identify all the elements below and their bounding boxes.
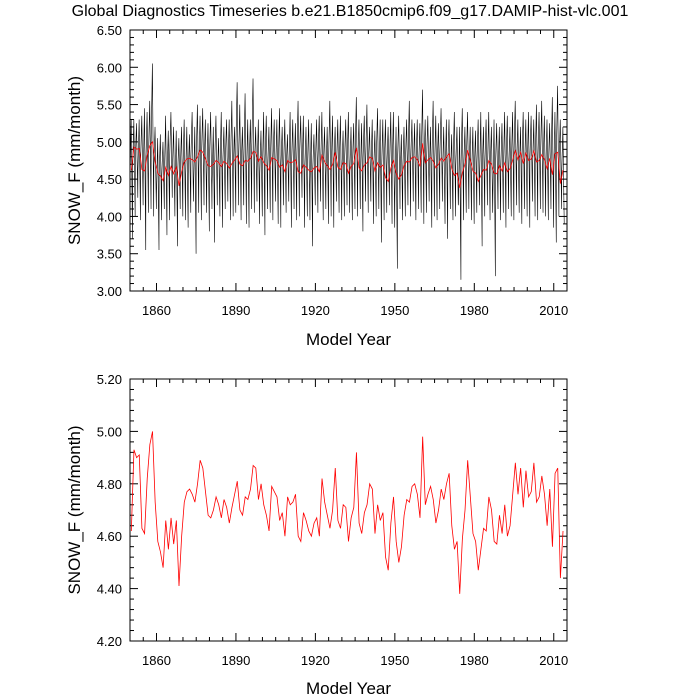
top-y-tick-label: 5.50: [97, 98, 122, 113]
top-y-tick-label: 4.00: [97, 209, 122, 224]
top-y-tick-label: 5.00: [97, 135, 122, 150]
bottom-tick-labels: 1860 1890 1920 1950 1980 2010 4.20 4.40 4.60 4.80…: [97, 372, 569, 668]
top-annual-series-line: [130, 140, 564, 189]
top-y-tick-label: 6.50: [97, 23, 122, 38]
bottom-x-tick-label: 2010: [539, 653, 568, 668]
top-x-axis-label: Model Year: [306, 330, 391, 349]
top-monthly-series-line: [129, 63, 565, 280]
top-x-tick-label: 2010: [539, 303, 568, 318]
bottom-x-tick-label: 1920: [301, 653, 330, 668]
bottom-x-axis-label: Model Year: [306, 679, 391, 698]
top-x-tick-label: 1980: [460, 303, 489, 318]
bottom-y-tick-label: 4.80: [97, 477, 122, 492]
chart-title: Global Diagnostics Timeseries b.e21.B185…: [71, 3, 629, 20]
top-x-tick-label: 1950: [380, 303, 409, 318]
bottom-y-tick-label: 4.40: [97, 582, 122, 597]
top-y-tick-label: 3.50: [97, 247, 122, 262]
bottom-x-tick-label: 1980: [460, 653, 489, 668]
bottom-y-tick-label: 4.20: [97, 634, 122, 649]
bottom-x-tick-label: 1950: [380, 653, 409, 668]
bottom-series-group: [130, 431, 564, 594]
top-y-tick-label: 6.00: [97, 60, 122, 75]
bottom-panel: 1860 1890 1920 1950 1980 2010 4.20 4.40 4.60 4.80…: [65, 372, 568, 698]
bottom-x-tick-label: 1890: [221, 653, 250, 668]
bottom-plot-frame: [129, 378, 568, 642]
top-x-tick-label: 1890: [221, 303, 250, 318]
top-y-tick-label: 3.00: [97, 284, 122, 299]
top-x-tick-label: 1920: [301, 303, 330, 318]
top-panel: 1860 1890 1920 1950 1980 2010 3.00 3.50 4.00 4.50…: [65, 23, 568, 349]
bottom-x-tick-label: 1860: [142, 653, 171, 668]
top-series-group: [129, 63, 565, 280]
top-y-axis-label: SNOW_F (mm/month): [65, 76, 84, 245]
top-tick-labels: 1860 1890 1920 1950 1980 2010 3.00 3.50 4.00 4.50…: [97, 23, 569, 318]
bottom-tick-marks: [129, 378, 568, 642]
bottom-y-axis-label: SNOW_F (mm/month): [65, 425, 84, 594]
top-x-tick-label: 1860: [142, 303, 171, 318]
bottom-annual-series-line: [130, 431, 564, 594]
top-y-tick-label: 4.50: [97, 172, 122, 187]
bottom-y-tick-label: 4.60: [97, 529, 122, 544]
top-plot-frame: [129, 29, 568, 292]
bottom-y-tick-label: 5.00: [97, 424, 122, 439]
bottom-y-tick-label: 5.20: [97, 372, 122, 387]
